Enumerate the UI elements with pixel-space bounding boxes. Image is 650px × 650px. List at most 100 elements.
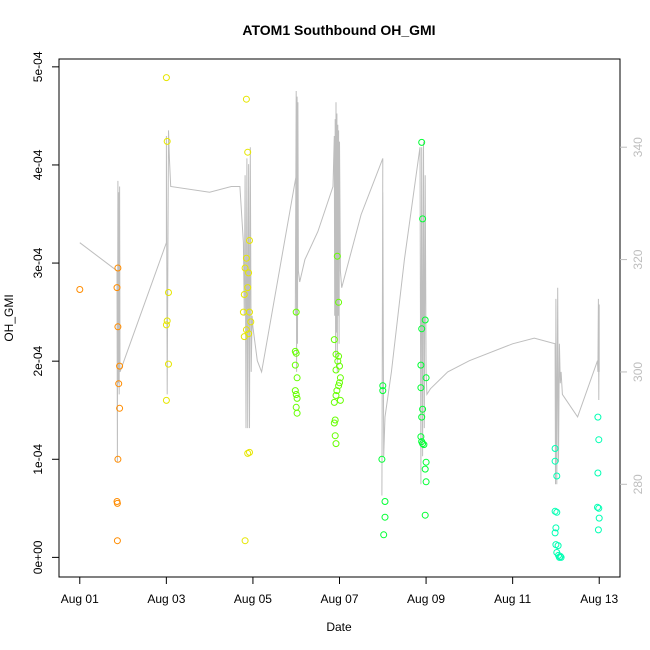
data-point [241, 264, 249, 272]
data-point [381, 513, 389, 521]
data-point [76, 286, 84, 293]
data-point [165, 360, 172, 368]
y-tick-label: 4e-04 [31, 149, 45, 180]
y-tick-label: 2e-04 [31, 346, 45, 377]
data-point [419, 405, 427, 413]
data-point [113, 537, 121, 545]
data-point [245, 269, 253, 277]
trace-line [79, 90, 600, 496]
data-point [163, 137, 171, 145]
data-point [116, 362, 124, 370]
data-point [246, 237, 253, 244]
x-tick-label: Aug 03 [147, 592, 185, 606]
y-tick-label: 5e-04 [31, 51, 45, 82]
data-point [240, 333, 248, 341]
data-point [595, 504, 603, 512]
data-point [380, 531, 388, 539]
data-point [330, 398, 338, 406]
data-point [239, 308, 247, 316]
data-point [163, 317, 171, 325]
data-point [551, 529, 559, 537]
data-point [417, 384, 425, 392]
plot-area [76, 74, 603, 561]
data-point [113, 284, 121, 292]
data-point [379, 382, 387, 390]
data-point [293, 374, 301, 382]
data-point [418, 325, 426, 333]
data-point [594, 413, 602, 421]
data-point [242, 95, 250, 103]
data-point [336, 379, 343, 387]
data-point [330, 336, 338, 344]
data-point [331, 432, 339, 440]
data-point [332, 392, 340, 399]
data-point [114, 323, 122, 331]
data-point [421, 511, 429, 519]
data-point [162, 396, 170, 404]
data-point [553, 472, 561, 480]
x-tick-label: Aug 07 [320, 592, 358, 606]
data-point [332, 366, 340, 374]
data-point [333, 252, 341, 260]
data-point [115, 380, 123, 388]
y2-tick-label: 300 [631, 362, 645, 382]
data-point [292, 349, 300, 357]
data-point [240, 291, 248, 298]
data-point [419, 440, 427, 448]
data-point [418, 413, 426, 421]
data-point [422, 458, 430, 466]
data-point [422, 374, 430, 382]
y2-tick-label: 320 [631, 249, 645, 269]
data-point [244, 148, 252, 156]
data-point [114, 455, 122, 463]
data-point [116, 404, 124, 412]
data-point [551, 445, 559, 452]
x-tick-label: Aug 01 [61, 592, 99, 606]
x-tick-label: Aug 09 [407, 592, 445, 606]
data-point [595, 436, 603, 444]
data-point [291, 387, 299, 395]
data-point [553, 508, 561, 516]
data-point [552, 524, 560, 532]
data-point [556, 552, 564, 560]
data-point [162, 321, 170, 329]
data-point [554, 542, 562, 550]
data-point [333, 387, 341, 395]
data-point [421, 316, 429, 324]
data-point [293, 409, 301, 417]
x-tick-label: Aug 11 [494, 592, 531, 606]
data-point [381, 498, 389, 505]
y2-tick-label: 280 [631, 474, 645, 494]
data-point [292, 403, 300, 411]
data-point [417, 433, 425, 441]
y-tick-label: 0e+00 [31, 540, 45, 574]
data-point [244, 284, 252, 292]
data-point [379, 387, 387, 395]
data-point [418, 138, 426, 146]
data-point [336, 396, 344, 404]
x-axis-label: Date [326, 620, 352, 634]
data-point [420, 441, 428, 449]
data-point [330, 419, 338, 427]
data-point [336, 374, 344, 382]
data-point [162, 74, 170, 82]
data-point [417, 361, 425, 369]
data-point [594, 469, 602, 477]
data-point [247, 318, 255, 326]
x-tick-label: Aug 13 [580, 592, 618, 606]
data-point [331, 416, 339, 424]
data-point [419, 215, 427, 223]
data-point [421, 465, 429, 473]
data-point [165, 289, 172, 296]
y-tick-label: 3e-04 [31, 247, 45, 278]
data-point [334, 357, 342, 365]
data-point [551, 457, 559, 465]
data-point [241, 537, 249, 545]
x-tick-label: Aug 05 [234, 592, 272, 606]
data-point [422, 478, 430, 486]
chart-title: ATOM1 Southbound OH_GMI [242, 22, 435, 38]
data-point [594, 503, 601, 511]
y-tick-label: 1e-04 [31, 444, 45, 475]
data-point [335, 382, 343, 390]
